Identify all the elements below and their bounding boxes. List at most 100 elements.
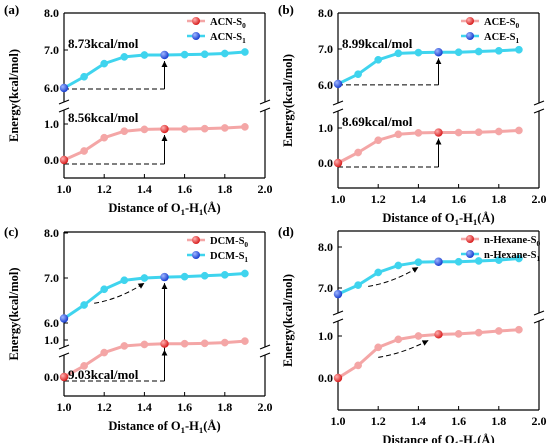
data-point-1 [414,48,423,57]
data-point-1 [120,276,129,285]
axis-break-mark-right [533,108,545,114]
x-tick-label: 1.6 [451,192,466,206]
y-tick-label: 6.0 [44,81,59,95]
data-point-0 [354,148,362,157]
x-tick-label: 1.4 [411,192,426,206]
panel-2: (b) 1.0 1.2 1.4 1.6 1.8 2.0 0.0 1.0 6.0 7.0 8.0 Dist… [278,2,547,227]
y-tick-label: 0.0 [44,153,59,167]
trend-arrow-upper [368,266,419,287]
panel-label: (a) [4,2,19,17]
data-point-1 [354,70,362,79]
x-axis-title: Distance of O1​-H1​(Å) [382,211,494,227]
data-point-0 [414,129,423,137]
data-point-0 [120,127,129,136]
legend-entry-1: ACN-S1​ [210,32,246,45]
highlight-point-0 [333,158,343,168]
data-point-1 [80,301,88,309]
panel-label: (d) [278,224,294,239]
highlight-point-1 [333,289,343,299]
series-line-0 [63,339,246,379]
x-tick-label: 1.4 [137,182,152,196]
series-line-1 [63,272,246,320]
data-point-1 [100,59,109,68]
y-axis-title: Energy(kcal/mol) [281,274,295,367]
panel-4: (d) 1.0 1.2 1.4 1.6 1.8 2.0 0.0 1.0 7.0 8.0 Distanc… [278,224,547,443]
y-tick-label: 7.0 [44,43,59,57]
highlight-point-0 [160,124,169,134]
data-point-0 [374,136,383,145]
x-tick-label: 1.8 [217,400,232,414]
highlight-point-0 [59,372,69,382]
data-point-1 [515,45,523,54]
axis-break-mark-right [533,310,545,316]
data-point-1 [140,274,149,282]
data-point-1 [120,53,129,61]
data-point-0 [100,133,109,142]
data-point-1 [200,271,209,280]
series-line-1 [63,50,246,90]
axis-break-mark-right [259,99,271,105]
data-point-1 [454,257,463,266]
axis-break-mark-left [58,99,70,105]
legend-swatch-marker-1 [466,32,474,40]
data-point-0 [200,339,209,348]
x-tick-label: 1.8 [491,414,506,428]
data-point-0 [394,335,403,344]
legend-entry-0: n-Hexane-S0​ [484,235,541,248]
data-point-0 [394,130,403,139]
x-tick-label: 1.8 [491,192,506,206]
series-line-1 [337,48,519,86]
data-point-1 [494,46,503,55]
x-tick-label: 1.6 [177,400,192,414]
data-point-1 [474,47,483,56]
x-tick-label: 1.2 [371,414,386,428]
data-point-1 [354,281,362,289]
legend-swatch-marker-0 [192,17,200,25]
axis-break-mark-left [332,318,344,324]
legend-entry-0: ACE-S0​ [484,17,520,30]
data-point-1 [100,285,109,294]
energy-gap-annotation: 8.69kcal/mol [342,114,413,129]
data-point-0 [180,339,189,348]
legend-swatch-marker-0 [466,235,474,243]
x-tick-label: 1.2 [97,182,112,196]
panel-label: (c) [4,224,18,239]
panel-3: (c) 1.0 1.2 1.4 1.6 1.8 2.0 0.0 1.0 6.0 7.0 8.0 Dist… [4,224,273,435]
legend-entry-1: n-Hexane-S1​ [484,250,541,263]
highlight-point-0 [333,373,343,383]
data-point-0 [414,332,423,340]
y-axis-title: Energy(kcal/mol) [7,49,21,142]
y-tick-label: 7.0 [318,281,333,295]
series-line-0 [337,328,519,380]
y-tick-label: 0.0 [318,156,333,170]
highlight-point-1 [333,79,343,89]
highlight-point-1 [434,257,443,266]
x-tick-label: 1.6 [177,182,192,196]
data-point-0 [140,125,149,134]
panel-1: (a) 1.0 1.2 1.4 1.6 1.8 2.0 0.0 1.0 6.0 7.0 8.0 Dist… [4,2,273,217]
data-point-1 [180,50,189,59]
x-axis-title: Distance of O1​-H1​(Å) [108,201,220,217]
data-point-0 [515,126,523,135]
data-point-0 [200,124,209,133]
energy-gap-annotation: 8.99kcal/mol [342,36,413,51]
energy-gap-annotation: 8.56kcal/mol [68,110,139,125]
x-tick-label: 1.8 [217,182,232,196]
data-point-1 [515,254,523,263]
energy-gap-annotation: 8.73kcal/mol [68,36,139,51]
data-point-0 [454,330,463,338]
y-tick-label: 8.0 [44,6,59,20]
data-point-0 [354,361,362,370]
x-axis-title: Distance of O1​-H1​(Å) [108,419,220,435]
data-point-0 [474,328,483,337]
y-axis-title: Energy(kcal/mol) [7,267,21,360]
data-point-1 [374,55,383,64]
legend-swatch-marker-1 [466,250,474,258]
y-axis-title: Energy(kcal/mol) [281,54,295,147]
legend-entry-0: DCM-S0​ [210,236,248,249]
data-point-0 [140,340,149,349]
axis-break-mark-right [533,318,545,324]
trend-arrow-upper [94,282,145,304]
x-axis-title: Distance of O1​-H1​(Å) [382,433,494,443]
series-line-0 [63,125,245,162]
